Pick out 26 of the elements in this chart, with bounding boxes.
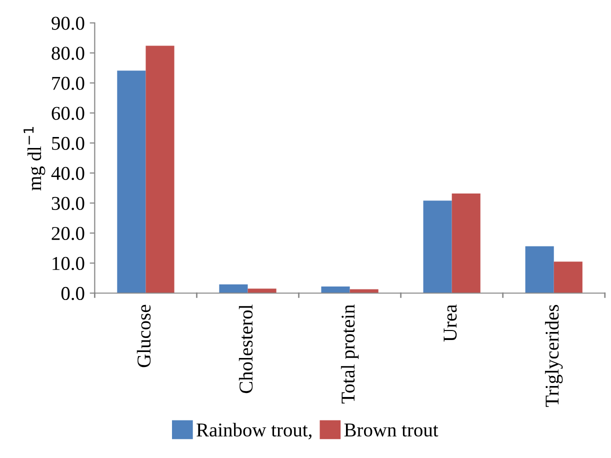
bar [219,284,248,294]
y-tick-label: 30.0 [52,196,84,210]
y-tick-label: 60.0 [52,106,84,120]
bar [525,246,554,294]
y-tick-label: 40.0 [51,166,84,180]
bar [423,200,452,294]
bar [117,70,146,294]
x-tick-label: Urea [444,304,457,342]
legend-label: Rainbow trout, [196,422,312,440]
y-tick-label: 0.0 [61,286,84,300]
bar [321,286,350,294]
x-tick-label: Glucose [136,304,151,368]
x-tick-label: Cholesterol [238,304,253,394]
y-tick-label: 50.0 [52,136,84,150]
legend-label: Brown trout [344,424,438,437]
bar [452,193,480,294]
x-tick-label: Total protein [340,304,359,404]
y-tick-label: 70.0 [52,76,84,90]
y-tick-label: 20.0 [52,226,84,240]
bar [146,46,174,294]
y-tick-label: 80.0 [52,46,84,60]
y-tick-label: 90.0 [52,16,84,30]
y-axis-title: mg dl$^{−1}$ [24,127,46,190]
x-tick-label: Triglycerides [545,304,563,407]
bar [554,262,582,294]
y-tick-label: 10.0 [52,256,84,270]
